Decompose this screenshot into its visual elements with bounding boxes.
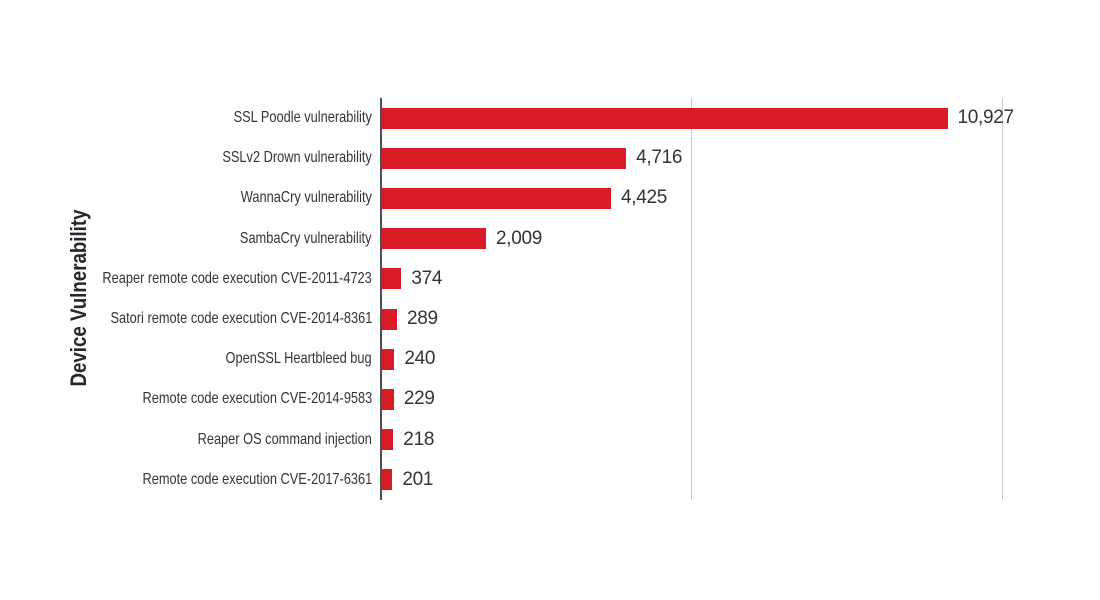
category-label: Satori remote code execution CVE-2014-83… <box>110 310 372 328</box>
bar-row: 229 <box>382 379 1005 419</box>
bar <box>382 308 397 330</box>
category-label: Reaper remote code execution CVE-2011-47… <box>102 269 372 287</box>
category-label: SSL Poodle vulnerability <box>233 109 372 127</box>
category-label: OpenSSL Heartbleed bug <box>225 350 372 368</box>
category-label-row: Satori remote code execution CVE-2014-83… <box>0 299 372 339</box>
value-label: 229 <box>403 388 435 410</box>
bar-row: 374 <box>382 259 1005 299</box>
value-label: 4,716 <box>636 147 683 169</box>
category-label-row: SSL Poodle vulnerability <box>0 98 372 138</box>
bar <box>382 429 394 451</box>
category-label-row: OpenSSL Heartbleed bug <box>0 339 372 379</box>
category-label: WannaCry vulnerability <box>240 189 372 207</box>
category-label-column: SSL Poodle vulnerability SSLv2 Drown vuln… <box>0 98 372 500</box>
bar-row: 4,425 <box>382 178 1005 218</box>
value-label: 4,425 <box>621 187 668 209</box>
bar-row: 2,009 <box>382 219 1005 259</box>
value-label: 201 <box>402 468 434 490</box>
category-label: Remote code execution CVE-2014-9583 <box>142 390 372 408</box>
bar <box>382 469 393 491</box>
bar-row: 201 <box>382 460 1005 500</box>
gridline-12000 <box>1002 98 1003 500</box>
bar-row: 240 <box>382 339 1005 379</box>
category-label-row: Remote code execution CVE-2017-6361 <box>0 460 372 500</box>
value-label: 289 <box>407 308 438 330</box>
bar <box>382 147 627 169</box>
category-label-row: WannaCry vulnerability <box>0 178 372 218</box>
category-label-row: SambaCry vulnerability <box>0 219 372 259</box>
bar <box>382 268 402 290</box>
gridline-6000 <box>691 98 692 500</box>
plot-area: 10,927 4,716 4,425 2,009 374 289 240 229 218 201 <box>380 98 1014 500</box>
bar <box>382 187 611 209</box>
bar <box>382 348 395 370</box>
category-label: Reaper OS command injection <box>197 430 372 448</box>
bar-row: 289 <box>382 299 1005 339</box>
category-label: Remote code execution CVE-2017-6361 <box>142 470 372 488</box>
value-label: 2,009 <box>496 227 543 249</box>
value-label: 374 <box>411 267 443 289</box>
category-label-row: Reaper OS command injection <box>0 420 372 460</box>
value-label: 10,927 <box>957 107 1015 129</box>
bar <box>382 107 948 129</box>
category-label-row: Remote code execution CVE-2014-9583 <box>0 379 372 419</box>
bar-row: 10,927 <box>382 98 1014 138</box>
category-label: SSLv2 Drown vulnerability <box>222 149 372 167</box>
bar-row: 218 <box>382 420 1005 460</box>
category-label: SambaCry vulnerability <box>240 229 372 247</box>
value-label: 218 <box>403 428 435 450</box>
value-label: 240 <box>404 348 436 370</box>
bar <box>382 228 486 250</box>
bar <box>382 388 394 410</box>
category-label-row: SSLv2 Drown vulnerability <box>0 138 372 178</box>
bar-row: 4,716 <box>382 138 1005 178</box>
bar-rows: 10,927 4,716 4,425 2,009 374 289 240 229 218 201 <box>382 98 1014 500</box>
category-label-row: Reaper remote code execution CVE-2011-47… <box>0 259 372 299</box>
